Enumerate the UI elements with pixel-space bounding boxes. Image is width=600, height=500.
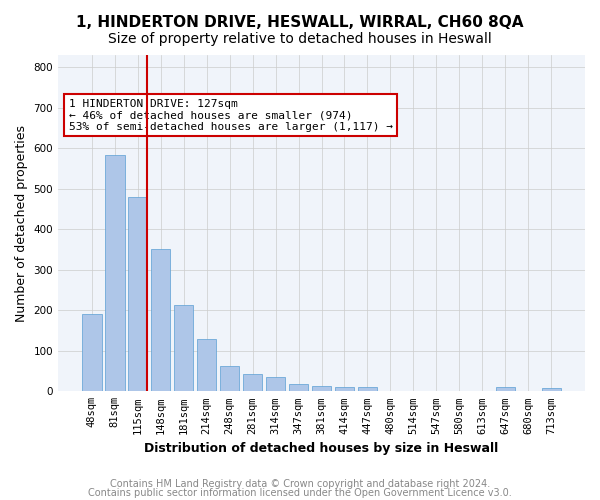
Bar <box>243 374 262 392</box>
Text: 1, HINDERTON DRIVE, HESWALL, WIRRAL, CH60 8QA: 1, HINDERTON DRIVE, HESWALL, WIRRAL, CH6… <box>76 15 524 30</box>
Text: 1 HINDERTON DRIVE: 127sqm
← 46% of detached houses are smaller (974)
53% of semi: 1 HINDERTON DRIVE: 127sqm ← 46% of detac… <box>68 98 392 132</box>
Bar <box>151 248 170 392</box>
Bar <box>82 314 101 392</box>
Bar <box>289 384 308 392</box>
Bar <box>105 155 125 392</box>
Bar <box>358 388 377 392</box>
Text: Size of property relative to detached houses in Heswall: Size of property relative to detached ho… <box>108 32 492 46</box>
Bar <box>174 306 193 392</box>
Bar <box>266 377 286 392</box>
Text: Contains public sector information licensed under the Open Government Licence v3: Contains public sector information licen… <box>88 488 512 498</box>
Bar <box>335 388 354 392</box>
Bar <box>496 388 515 392</box>
Bar <box>197 338 217 392</box>
Bar <box>542 388 561 392</box>
Bar <box>128 197 148 392</box>
X-axis label: Distribution of detached houses by size in Heswall: Distribution of detached houses by size … <box>145 442 499 455</box>
Bar <box>312 386 331 392</box>
Bar <box>220 366 239 392</box>
Text: Contains HM Land Registry data © Crown copyright and database right 2024.: Contains HM Land Registry data © Crown c… <box>110 479 490 489</box>
Y-axis label: Number of detached properties: Number of detached properties <box>15 124 28 322</box>
